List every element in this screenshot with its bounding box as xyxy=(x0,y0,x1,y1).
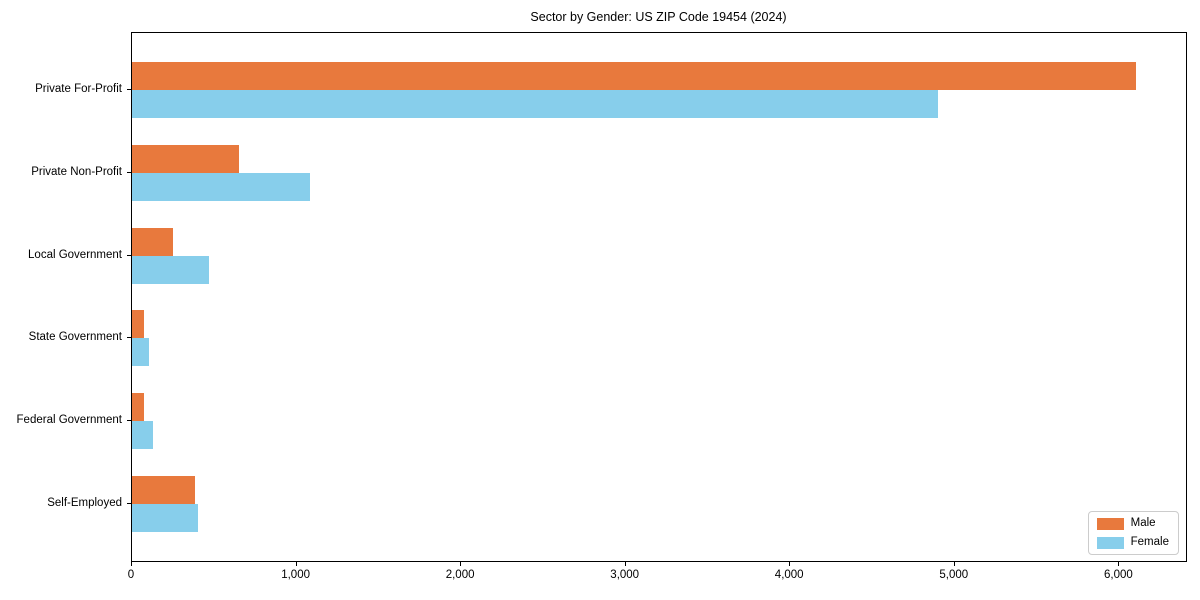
x-tick-label: 4,000 xyxy=(774,569,804,581)
bar-female-4 xyxy=(132,338,150,367)
y-tick-mark xyxy=(127,337,131,339)
female-swatch-icon xyxy=(1096,536,1124,549)
x-tick-label: 2,000 xyxy=(445,569,475,581)
bar-female-2 xyxy=(132,172,310,201)
bar-male-5 xyxy=(132,393,144,422)
bar-male-3 xyxy=(132,227,174,256)
y-tick-mark xyxy=(127,171,131,173)
bar-female-1 xyxy=(132,90,939,118)
legend-item-male: Male xyxy=(1096,517,1169,530)
x-tick-mark xyxy=(460,562,462,566)
y-tick-mark xyxy=(127,503,131,504)
x-tick-mark xyxy=(295,562,297,566)
x-tick-label: 3,000 xyxy=(610,569,640,581)
bar-female-6 xyxy=(132,504,198,532)
bar-male-2 xyxy=(132,144,239,173)
y-axis-label: Private Non-Profit xyxy=(31,165,122,178)
y-axis-label: Federal Government xyxy=(16,414,122,427)
male-swatch-icon xyxy=(1096,517,1124,530)
bar-female-5 xyxy=(132,421,154,450)
x-tick-mark xyxy=(953,562,955,566)
y-axis-label: State Government xyxy=(28,331,122,344)
y-tick-mark xyxy=(127,420,131,422)
x-tick-label: 6,000 xyxy=(1104,569,1133,581)
y-axis-label: Local Government xyxy=(28,248,122,261)
legend: Male Female xyxy=(1087,511,1179,555)
x-tick-mark xyxy=(624,562,626,566)
y-axis-label: Private For-Profit xyxy=(35,83,122,95)
legend-item-female: Female xyxy=(1096,536,1169,549)
plot-area: Male Female xyxy=(131,32,1187,562)
bar-male-6 xyxy=(132,476,195,504)
x-tick-mark xyxy=(1118,562,1120,566)
bar-male-4 xyxy=(132,310,145,339)
x-tick-mark xyxy=(789,562,791,566)
legend-label-female: Female xyxy=(1130,536,1169,548)
x-tick-label: 5,000 xyxy=(939,569,969,581)
y-tick-mark xyxy=(127,254,131,256)
bar-female-3 xyxy=(132,255,210,284)
x-tick-label: 1,000 xyxy=(281,569,310,581)
chart-title: Sector by Gender: US ZIP Code 19454 (202… xyxy=(530,10,787,24)
y-axis-label: Self-Employed xyxy=(47,497,122,509)
bar-male-1 xyxy=(132,62,1136,90)
y-tick-mark xyxy=(127,89,131,90)
legend-label-male: Male xyxy=(1130,517,1156,529)
x-tick-label: 0 xyxy=(127,569,135,581)
x-tick-mark xyxy=(131,562,132,566)
